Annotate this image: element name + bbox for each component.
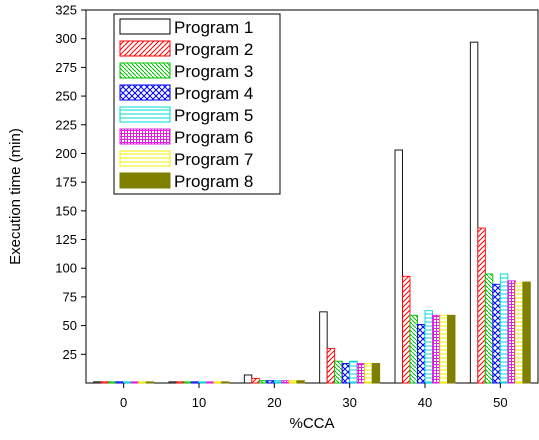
bar (439, 314, 448, 384)
plot-border (85, 9, 539, 384)
bars-group (93, 41, 531, 384)
legend-label: Program 3 (174, 62, 253, 81)
x-tick-label: 40 (418, 395, 432, 410)
y-tick-label: 175 (55, 175, 77, 190)
y-tick-label: 250 (55, 89, 77, 104)
legend-swatch (119, 40, 171, 57)
legend-label: Program 6 (174, 128, 253, 147)
legend-label: Program 5 (174, 106, 253, 125)
bar (507, 280, 516, 384)
bar (206, 381, 215, 384)
legend-label: Program 1 (174, 18, 253, 37)
bar (492, 283, 501, 384)
bar (432, 314, 441, 384)
bar (402, 275, 411, 384)
legend-label: Program 7 (174, 150, 253, 169)
y-tick-label: 325 (55, 3, 77, 18)
bar (130, 381, 140, 384)
legend-label: Program 4 (174, 84, 253, 103)
legend-swatch (119, 106, 171, 123)
bar (341, 363, 351, 384)
legend-swatch (119, 62, 171, 79)
bar (364, 363, 373, 384)
x-tick-label: 20 (267, 395, 281, 410)
bar (394, 149, 403, 384)
bar (115, 381, 125, 384)
y-axis: 25 50 75 100 125 150 175 200 225 250 275 300 325 (55, 3, 86, 362)
y-tick-label: 300 (55, 31, 77, 46)
bar (522, 281, 531, 384)
legend-swatch (119, 84, 171, 101)
x-tick-label: 50 (493, 395, 507, 410)
bar (191, 381, 200, 384)
bar (108, 381, 117, 384)
bar (499, 273, 509, 384)
bar (424, 310, 433, 384)
bar (288, 380, 298, 384)
bar (477, 227, 486, 384)
bar (484, 273, 494, 384)
bar (145, 381, 155, 384)
legend-swatch (119, 150, 171, 167)
bar (273, 380, 283, 384)
legend-label: Program 8 (174, 172, 253, 191)
y-tick-label: 200 (55, 146, 77, 161)
y-tick-label: 150 (55, 203, 77, 218)
y-tick-label: 125 (55, 232, 77, 247)
bar (251, 377, 260, 384)
legend-swatch (119, 128, 171, 145)
x-tick-label: 0 (120, 395, 127, 410)
legend-swatch (119, 18, 171, 35)
bar (356, 363, 366, 384)
y-tick-label: 25 (63, 347, 77, 362)
bar (349, 360, 358, 384)
y-tick-label: 275 (55, 60, 77, 75)
x-axis-title: %CCA (289, 415, 334, 432)
bar (409, 314, 418, 384)
bar (514, 282, 524, 384)
bar (100, 381, 110, 384)
bar (93, 381, 102, 384)
plot-frame (85, 9, 539, 384)
bar (176, 381, 185, 384)
bar (266, 380, 275, 384)
legend: Program 1 Program 2 Program 3 Program 4 Prog… (113, 13, 281, 195)
bar (213, 381, 222, 384)
bar (138, 381, 147, 384)
bar (326, 348, 336, 384)
bar (447, 314, 456, 384)
bar (371, 363, 381, 384)
bar (198, 381, 207, 384)
x-tick-label: 10 (192, 395, 206, 410)
x-axis: 0 10 20 30 40 50 (120, 383, 508, 410)
bar (243, 374, 253, 384)
legend-swatch (119, 172, 171, 189)
bar (334, 360, 343, 384)
bar (183, 381, 192, 384)
bar (221, 381, 230, 384)
x-tick-label: 30 (342, 395, 356, 410)
bar (417, 324, 426, 384)
y-tick-label: 225 (55, 117, 77, 132)
y-tick-label: 100 (55, 261, 77, 276)
bar (296, 380, 305, 384)
y-tick-label: 50 (63, 318, 77, 333)
bar (123, 381, 132, 384)
bar (281, 380, 290, 384)
y-axis-title: Execution time (min) (7, 128, 24, 265)
y-tick-label: 75 (63, 289, 77, 304)
bar (319, 311, 328, 384)
bar (258, 380, 268, 384)
legend-label: Program 2 (174, 40, 253, 59)
bar (168, 381, 177, 384)
bar (469, 41, 479, 384)
